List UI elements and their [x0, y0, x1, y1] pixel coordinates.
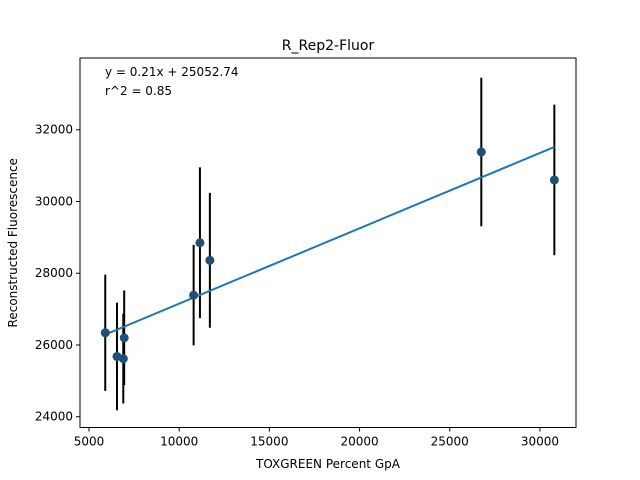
data-point-3 — [119, 333, 129, 343]
fit-line — [104, 146, 555, 336]
x-tick-label: 5000 — [74, 435, 105, 449]
plot-frame — [79, 57, 577, 428]
chart-title: R_Rep2-Fluor — [282, 38, 375, 54]
y-tick-label: 24000 — [35, 410, 73, 424]
x-tick-label: 25000 — [431, 435, 469, 449]
y-axis-ticks: 24000 26000 28000 30000 32000 — [35, 123, 80, 424]
data-point-0 — [100, 328, 110, 338]
x-tick-label: 10000 — [160, 435, 198, 449]
x-axis-label: TOXGREEN Percent GpA — [255, 457, 401, 471]
data-point-5 — [195, 238, 205, 248]
data-point-4 — [189, 290, 199, 300]
data-point-7 — [476, 147, 486, 157]
y-tick-label: 26000 — [35, 338, 73, 352]
data-point-2 — [118, 354, 128, 364]
x-tick-label: 30000 — [521, 435, 559, 449]
fit-line-group — [104, 146, 555, 336]
y-tick-label: 30000 — [35, 194, 73, 208]
data-point-8 — [549, 175, 559, 185]
data-points — [100, 147, 559, 364]
x-tick-label: 20000 — [340, 435, 378, 449]
y-tick-label: 28000 — [35, 266, 73, 280]
y-tick-label: 32000 — [35, 123, 73, 137]
x-axis-ticks: 5000 10000 15000 20000 25000 30000 — [74, 427, 559, 449]
y-axis-label: Reconstructed Fluorescence — [6, 158, 20, 327]
x-tick-label: 15000 — [250, 435, 288, 449]
r-squared-annotation: r^2 = 0.85 — [105, 84, 172, 98]
data-point-6 — [205, 255, 215, 265]
fit-equation-annotation: y = 0.21x + 25052.74 — [105, 65, 239, 79]
